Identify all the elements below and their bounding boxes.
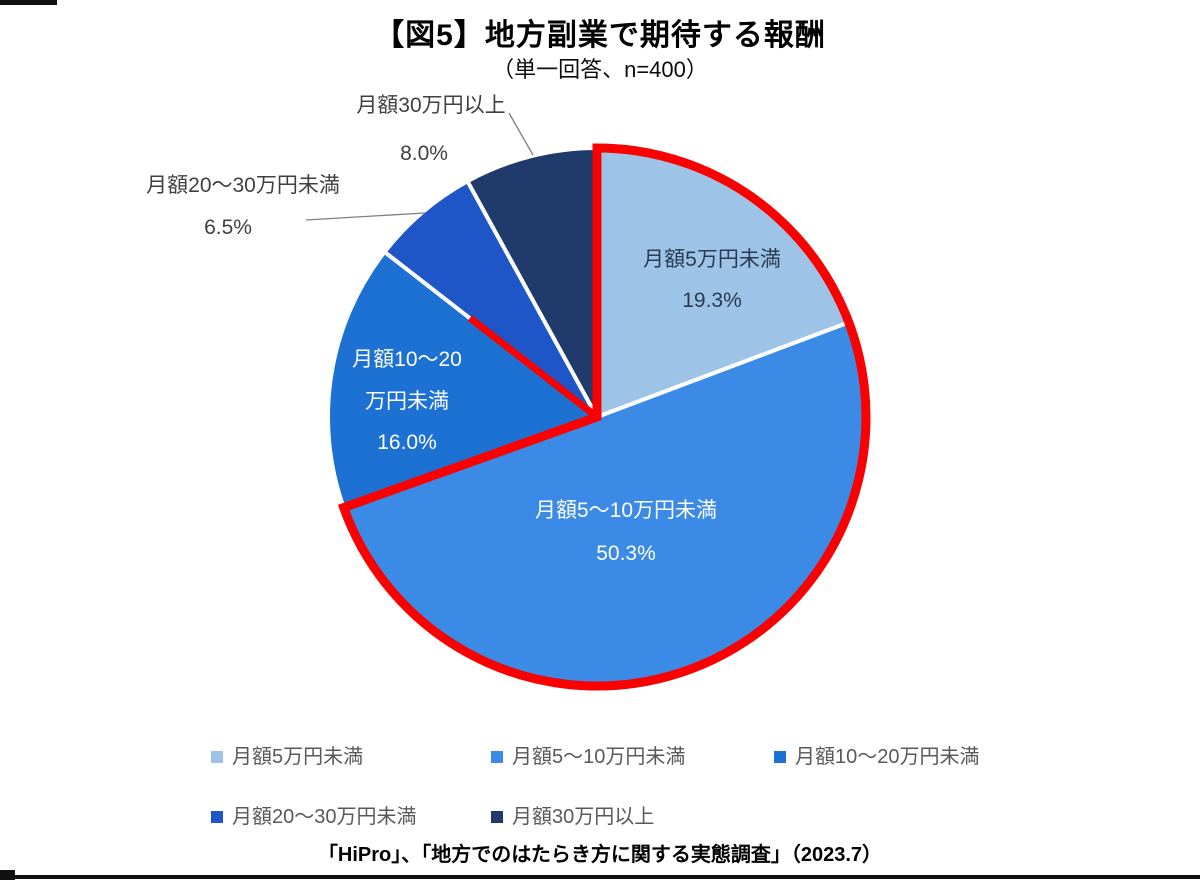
legend-swatch (211, 751, 223, 763)
pie-label: 8.0% (400, 142, 448, 165)
legend-item: 月額5万円未満 (211, 744, 363, 770)
legend-item: 月額30万円以上 (491, 804, 654, 830)
pie-label: 16.0% (377, 431, 437, 454)
pie-label: 6.5% (204, 216, 252, 239)
pie-label: 19.3% (682, 289, 742, 312)
legend-label: 月額10～20万円未満 (795, 746, 980, 768)
top-left-mark (0, 0, 57, 5)
pie-label: 月額20～30万円未満 (146, 174, 340, 197)
legend-swatch (491, 811, 503, 823)
pie-label: 月額5万円未満 (643, 248, 781, 271)
legend-label: 月額30万円以上 (512, 806, 655, 828)
pie-slice-2 (325, 249, 599, 510)
legend-swatch (774, 751, 786, 763)
legend-swatch (491, 751, 503, 763)
pie-slice-4 (465, 146, 599, 419)
highlight-outline (337, 143, 871, 691)
pie-slice-3 (382, 179, 599, 419)
legend-item: 月額10～20万円未満 (774, 744, 980, 770)
pie-label: 50.3% (596, 542, 656, 565)
chart-title: 【図5】地方副業で期待する報酬 (374, 19, 826, 52)
legend-item: 月額5～10万円未満 (491, 744, 685, 770)
highlight-spur (467, 315, 600, 420)
legend-label: 月額20～30万円未満 (232, 806, 417, 828)
legend-label: 月額5万円未満 (232, 746, 364, 768)
leader-line (508, 112, 534, 156)
pie-label: 月額10～20 (352, 348, 462, 371)
pie-label: 月額5～10万円未満 (535, 499, 717, 522)
bottom-rule (0, 875, 1200, 879)
pie-label: 万円未満 (365, 390, 449, 413)
source-caption: 「HiPro」、「地方でのはたらき方に関する実態調査」（2023.7） (317, 844, 883, 866)
legend-swatch (211, 811, 223, 823)
legend-item: 月額20～30万円未満 (211, 804, 417, 830)
chart-subtitle: （単一回答、n=400） (492, 57, 708, 82)
pie-label: 月額30万円以上 (356, 94, 505, 117)
leader-line (305, 212, 426, 221)
legend-label: 月額5～10万円未満 (512, 746, 686, 768)
